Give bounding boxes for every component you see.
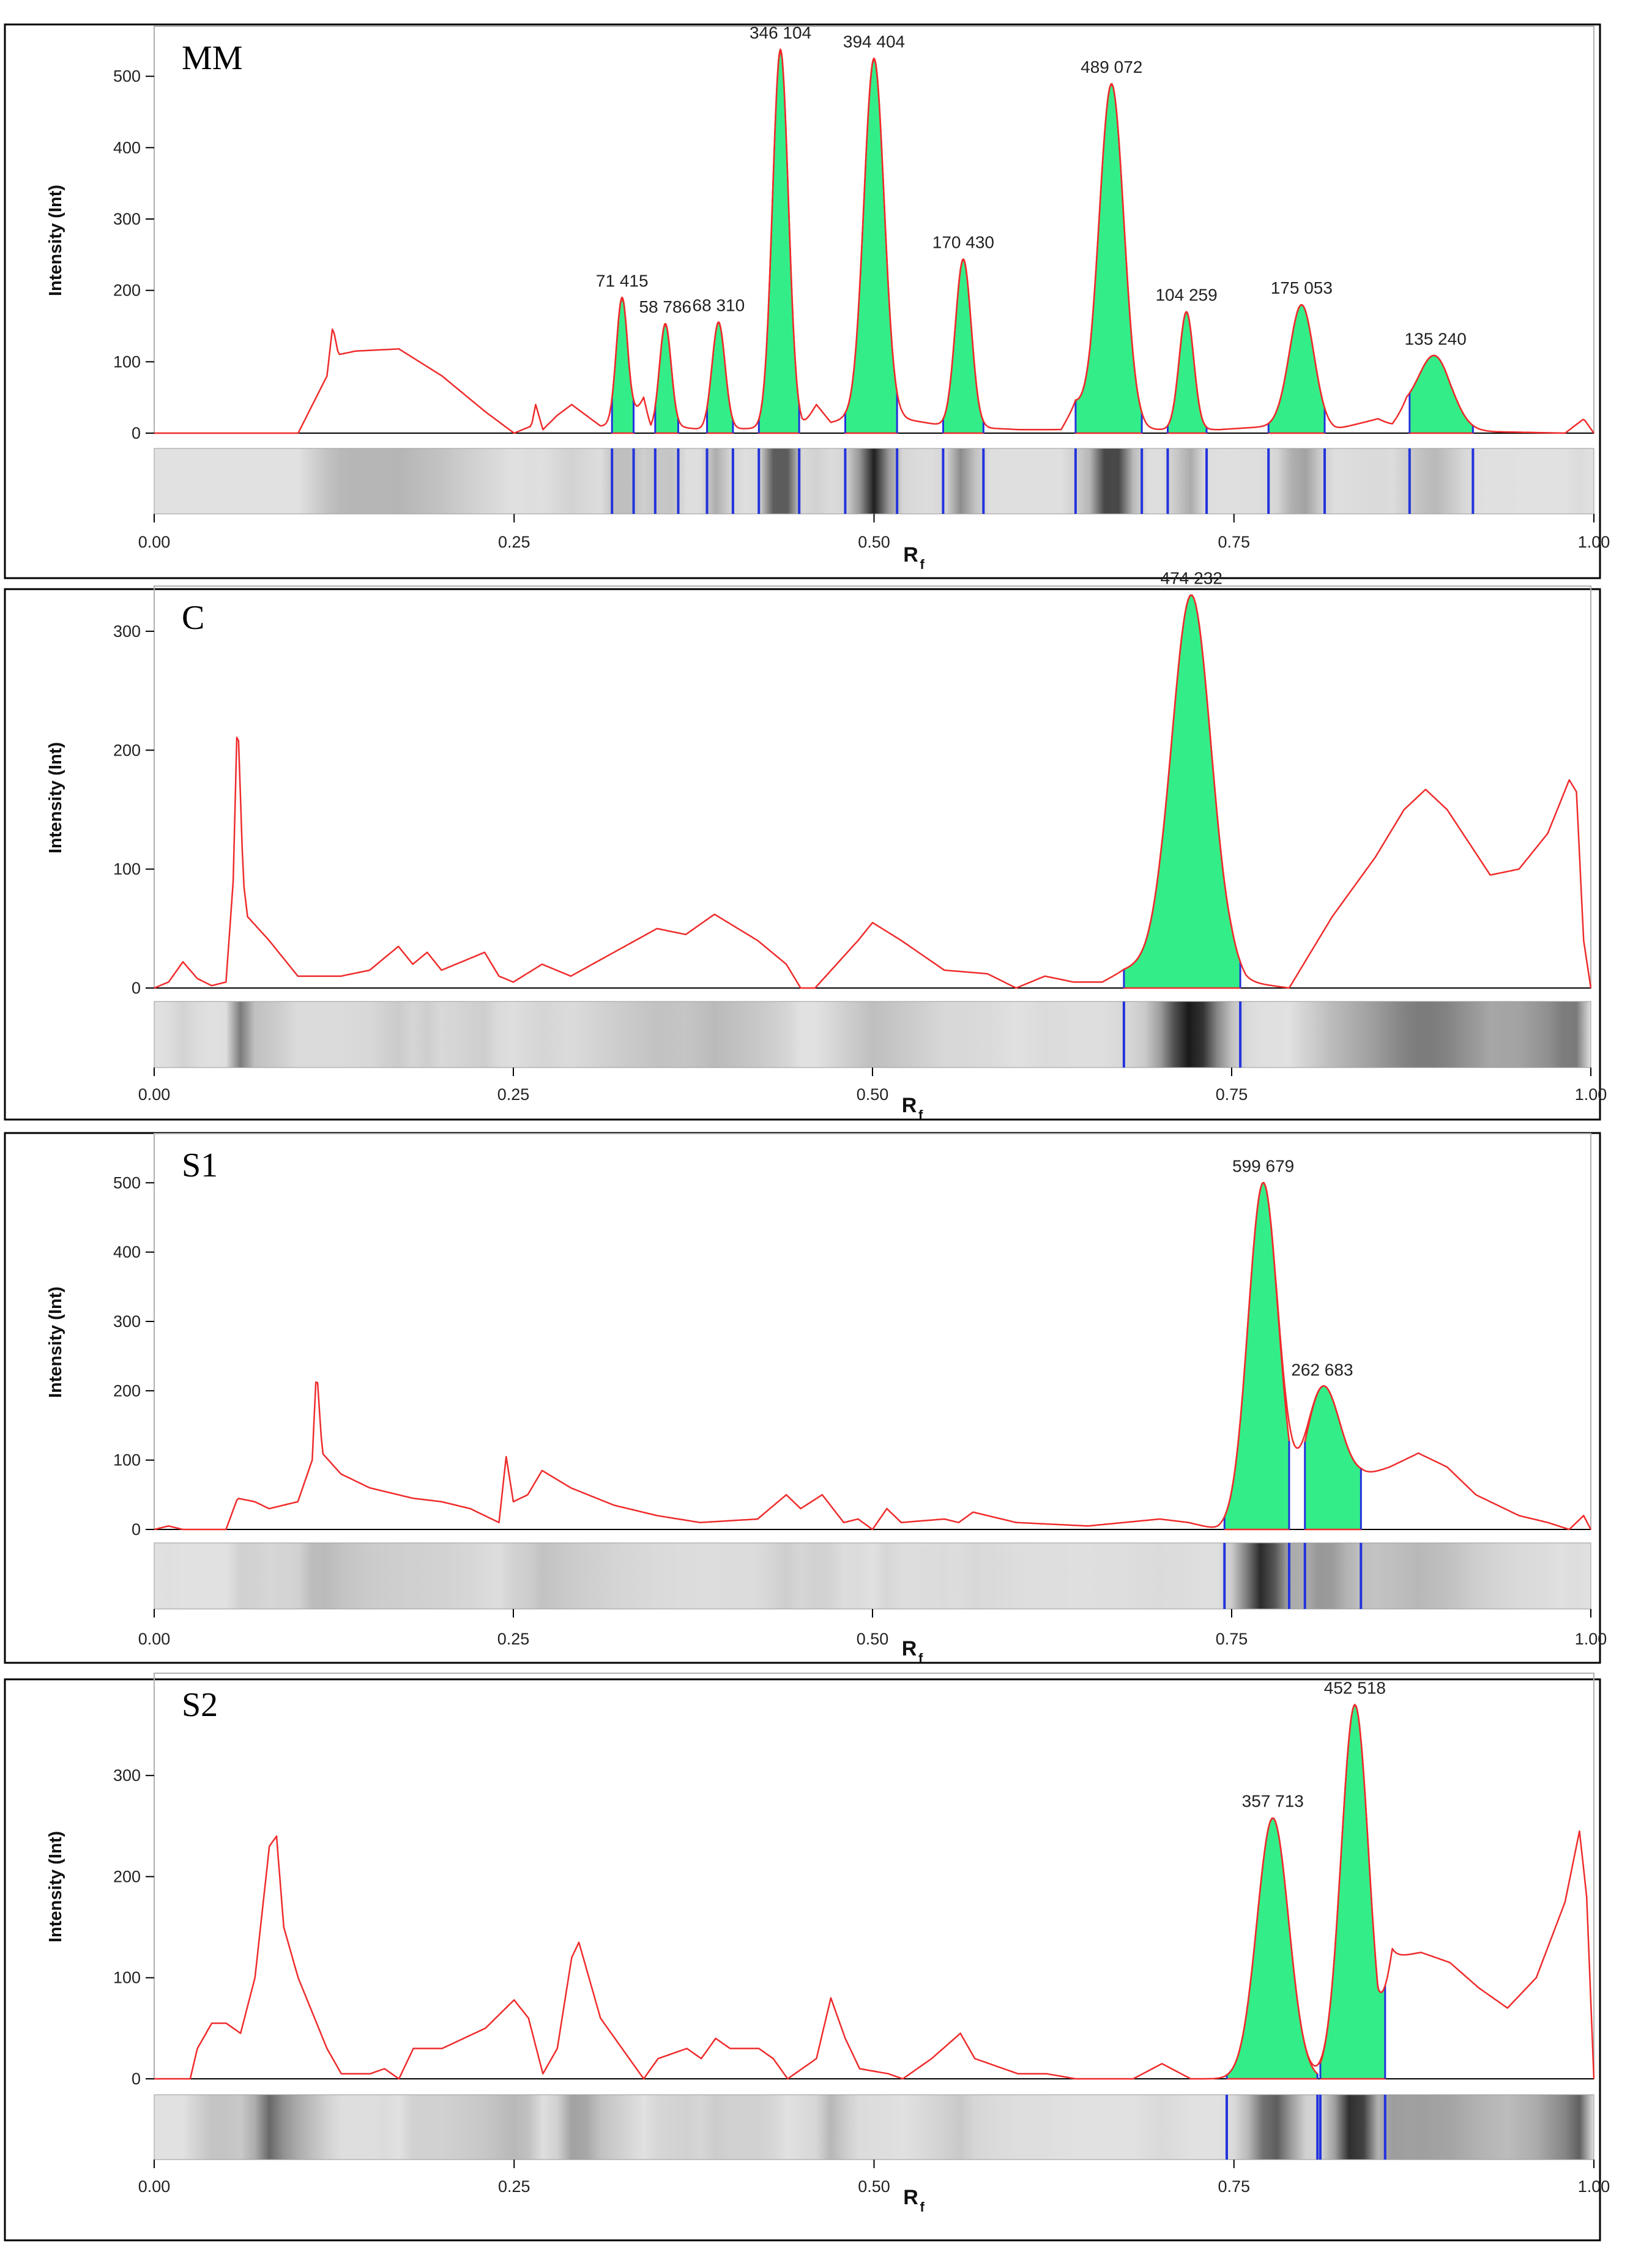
panel-s2: 0 100 200 300 Intensity (Int) 0.00 0.25 0.50 0.7… — [4, 1673, 1610, 2242]
peak-label: 599 679 — [1232, 1156, 1294, 1175]
x-tick-label: 1.00 — [1578, 533, 1610, 551]
intensity-curve — [154, 594, 1592, 989]
y-tick-label: 400 — [113, 138, 141, 157]
y-tick-label: 100 — [113, 352, 141, 371]
panel-frame — [4, 1678, 1601, 2242]
peak-label: 474 232 — [1161, 568, 1222, 587]
peak-label: 68 310 — [693, 296, 745, 315]
peak-label: 262 683 — [1291, 1360, 1353, 1379]
x-axis-label: R — [903, 543, 918, 567]
intensity-curve — [154, 1704, 1595, 2080]
x-tick-label: 0.25 — [497, 1630, 530, 1648]
x-tick-label: 1.00 — [1575, 1630, 1607, 1648]
plot-area — [154, 1133, 1591, 1530]
y-tick-label: 0 — [132, 2070, 141, 2088]
y-tick-label: 100 — [113, 860, 141, 879]
panel-c: 0 100 200 300 Intensity (Int) 0.00 0.25 0.50 0.7… — [4, 568, 1607, 1123]
panel-frame — [4, 588, 1601, 1121]
intensity-curve — [154, 48, 1595, 434]
peak-label: 357 713 — [1242, 1792, 1304, 1811]
peak-label: 135 240 — [1405, 330, 1467, 349]
y-tick-label: 200 — [113, 281, 141, 300]
x-tick-label: 1.00 — [1575, 1085, 1607, 1104]
peak-label: 71 415 — [596, 271, 649, 290]
band-strip — [154, 2094, 1594, 2160]
y-axis-label: Intensity (Int) — [46, 1831, 65, 1942]
x-axis-label: R — [902, 1094, 917, 1117]
peak-area — [1319, 1703, 1386, 2080]
peak-label: 394 404 — [843, 32, 905, 51]
y-tick-label: 100 — [113, 1451, 141, 1469]
x-tick-label: 0.75 — [1216, 1085, 1248, 1104]
y-tick-label: 200 — [113, 741, 141, 759]
peak-label: 346 104 — [750, 23, 811, 42]
y-tick-label: 300 — [113, 1312, 141, 1331]
y-axis-label: Intensity (Int) — [46, 742, 65, 853]
intensity-curve — [154, 1182, 1592, 1531]
peak-label: 175 053 — [1271, 278, 1333, 297]
y-tick-label: 200 — [113, 1381, 141, 1400]
y-tick-label: 0 — [132, 424, 141, 442]
x-tick-label: 0.25 — [497, 1085, 530, 1104]
x-axis-label-subscript: f — [918, 1651, 923, 1666]
x-axis-label: R — [902, 1637, 917, 1660]
peak-area — [1123, 594, 1241, 989]
y-tick-label: 100 — [113, 1969, 141, 1987]
x-tick-label: 0.75 — [1218, 533, 1250, 551]
x-tick-label: 0.25 — [498, 533, 530, 551]
x-tick-label: 0.25 — [498, 2177, 530, 2196]
y-tick-label: 500 — [113, 1173, 141, 1192]
y-axis-label: Intensity (Int) — [46, 1287, 65, 1398]
y-tick-label: 300 — [113, 210, 141, 228]
x-tick-label: 0.75 — [1216, 1630, 1248, 1648]
y-tick-label: 400 — [113, 1243, 141, 1261]
x-tick-label: 0.50 — [858, 2177, 890, 2196]
panel-s1: 0 100 200 300 400 500 Intensity (Int) 0.00 0.25 0… — [4, 1132, 1607, 1666]
panel-label: C — [182, 599, 204, 637]
peak-label: 104 259 — [1155, 286, 1217, 305]
y-tick-label: 300 — [113, 1766, 141, 1785]
x-tick-label: 0.00 — [138, 1085, 171, 1104]
x-tick-label: 0.00 — [138, 2177, 171, 2196]
x-axis-label-subscript: f — [920, 557, 925, 572]
x-axis-label-subscript: f — [918, 1107, 923, 1123]
band-strip — [154, 1542, 1591, 1610]
y-tick-label: 0 — [132, 1520, 141, 1539]
panel-frame — [4, 23, 1601, 579]
x-tick-label: 1.00 — [1578, 2177, 1610, 2196]
x-tick-label: 0.75 — [1218, 2177, 1250, 2196]
panel-label: S1 — [182, 1146, 218, 1184]
x-tick-label: 0.50 — [857, 1630, 889, 1648]
x-tick-label: 0.50 — [857, 1085, 889, 1104]
y-tick-label: 300 — [113, 622, 141, 641]
y-tick-label: 500 — [113, 67, 141, 86]
x-tick-label: 0.50 — [858, 533, 890, 551]
x-tick-label: 0.00 — [138, 533, 171, 551]
band-strip — [154, 448, 1594, 515]
x-tick-label: 0.00 — [138, 1630, 171, 1648]
peak-label: 58 786 — [639, 297, 691, 316]
panel-mm: 0 100 200 300 400 500 Intensity (Int) 0.00 0.25 0… — [4, 23, 1610, 579]
panel-label: S2 — [182, 1686, 218, 1724]
y-tick-label: 200 — [113, 1867, 141, 1885]
panel-label: MM — [182, 39, 243, 77]
peak-label: 452 518 — [1324, 1679, 1386, 1698]
peak-label: 489 072 — [1081, 58, 1142, 76]
peak-label: 170 430 — [932, 233, 994, 252]
peak-area — [1408, 354, 1474, 434]
peak-area — [942, 258, 984, 434]
x-axis-label: R — [903, 2186, 918, 2209]
x-axis-label-subscript: f — [920, 2199, 925, 2215]
y-tick-label: 0 — [132, 979, 141, 997]
band-strip — [154, 1001, 1591, 1068]
y-axis-label: Intensity (Int) — [46, 185, 65, 296]
plot-area — [154, 585, 1591, 989]
